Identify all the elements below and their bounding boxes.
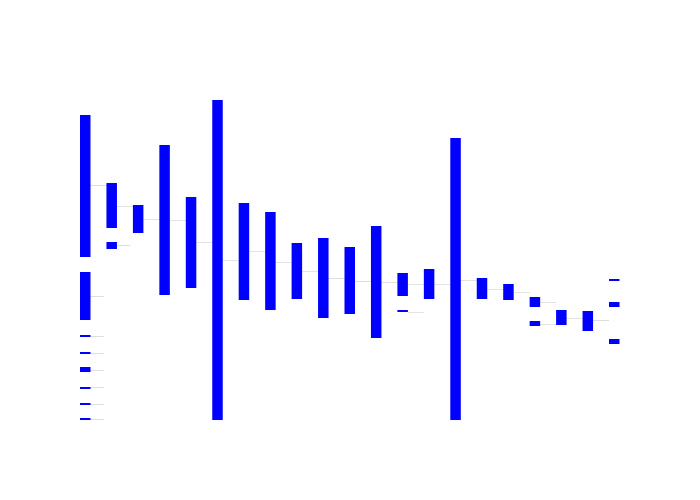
bar-23[interactable] xyxy=(450,138,461,420)
bar-10[interactable] xyxy=(132,205,144,233)
bar-20[interactable] xyxy=(397,273,408,296)
bar-19[interactable] xyxy=(370,226,382,338)
bar-28[interactable] xyxy=(556,310,567,325)
bar-11[interactable] xyxy=(159,145,170,295)
connector-lines xyxy=(90,185,615,420)
bar-9[interactable] xyxy=(106,242,117,249)
bar-16[interactable] xyxy=(291,243,303,299)
bar-30[interactable] xyxy=(609,279,620,281)
bar-2[interactable] xyxy=(80,335,91,337)
bar-6[interactable] xyxy=(80,403,91,405)
bar-31[interactable] xyxy=(609,302,620,307)
bar-29[interactable] xyxy=(582,311,594,331)
bar-26[interactable] xyxy=(529,297,541,307)
bar-7[interactable] xyxy=(80,418,91,420)
bar-21[interactable] xyxy=(397,310,408,312)
bar-12[interactable] xyxy=(185,197,197,288)
bar-3[interactable] xyxy=(80,352,91,354)
bar-32[interactable] xyxy=(609,339,620,344)
bar-14[interactable] xyxy=(238,203,250,300)
bar-15[interactable] xyxy=(265,212,276,310)
bar-18[interactable] xyxy=(344,247,356,314)
bar-5[interactable] xyxy=(80,387,91,389)
bar-27[interactable] xyxy=(529,321,541,326)
bar-22[interactable] xyxy=(423,269,435,299)
bar-4[interactable] xyxy=(80,367,91,372)
bar-17[interactable] xyxy=(318,238,329,318)
bar-series xyxy=(80,100,620,420)
bar-24[interactable] xyxy=(476,278,488,299)
bar-0[interactable] xyxy=(80,115,91,257)
bar-8[interactable] xyxy=(106,183,117,228)
bar-25[interactable] xyxy=(503,284,514,300)
bar-1[interactable] xyxy=(80,272,91,320)
bar-13[interactable] xyxy=(212,100,223,420)
